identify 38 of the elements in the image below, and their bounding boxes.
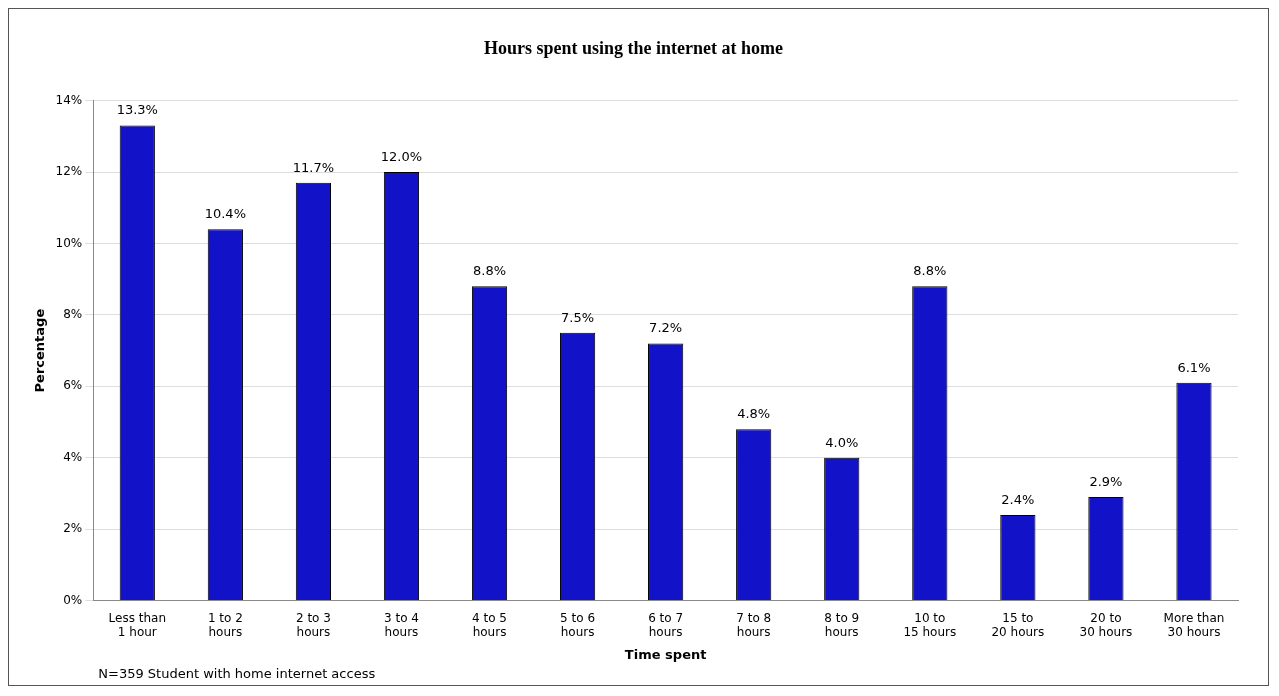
data-label: 8.8% <box>473 263 507 279</box>
y-tick-label: 6% <box>63 378 83 393</box>
y-tick-label: 0% <box>63 592 83 607</box>
data-label: 11.7% <box>292 159 335 175</box>
data-label: 2.9% <box>1089 473 1123 489</box>
x-tick-label: 2 to 3 hours <box>295 610 331 640</box>
data-label: 7.5% <box>561 309 595 325</box>
y-tick-label: 8% <box>63 307 83 322</box>
x-tick-label: 10 to 15 hours <box>903 610 957 640</box>
y-tick-label: 12% <box>55 164 83 179</box>
data-label: 7.2% <box>649 320 683 336</box>
x-tick-label: 3 to 4 hours <box>383 610 419 640</box>
data-label: 10.4% <box>204 206 247 222</box>
x-tick-label: 5 to 6 hours <box>560 610 596 640</box>
chart-title: Hours spent using the internet at home <box>483 38 784 59</box>
x-tick-label: 20 to 30 hours <box>1079 610 1133 640</box>
x-tick-label: More than 30 hours <box>1163 610 1225 640</box>
data-label: 2.4% <box>1001 491 1035 507</box>
y-tick-label: 2% <box>63 521 83 536</box>
y-tick-label: 14% <box>55 92 83 107</box>
x-tick-label: 1 to 2 hours <box>207 610 243 640</box>
y-tick-label: 4% <box>63 449 83 464</box>
data-label: 4.0% <box>825 434 859 450</box>
x-tick-label: Less than 1 hour <box>108 610 167 640</box>
data-label: 4.8% <box>737 406 771 422</box>
data-label: 13.3% <box>116 102 158 118</box>
x-tick-label: 6 to 7 hours <box>648 610 684 640</box>
y-axis-title: Percentage <box>32 308 48 393</box>
data-label: 8.8% <box>913 263 947 279</box>
x-tick-label: 15 to 20 hours <box>991 610 1045 640</box>
x-tick-label: 8 to 9 hours <box>824 610 860 640</box>
y-tick-label: 10% <box>55 235 83 250</box>
x-tick-label: 4 to 5 hours <box>472 610 507 640</box>
data-label: 12.0% <box>380 148 423 164</box>
data-label: 6.1% <box>1177 359 1211 375</box>
x-tick-label: 7 to 8 hours <box>736 610 772 640</box>
x-axis-title: Time spent <box>624 646 707 662</box>
text: N=359 Student with home internet access <box>98 665 376 681</box>
